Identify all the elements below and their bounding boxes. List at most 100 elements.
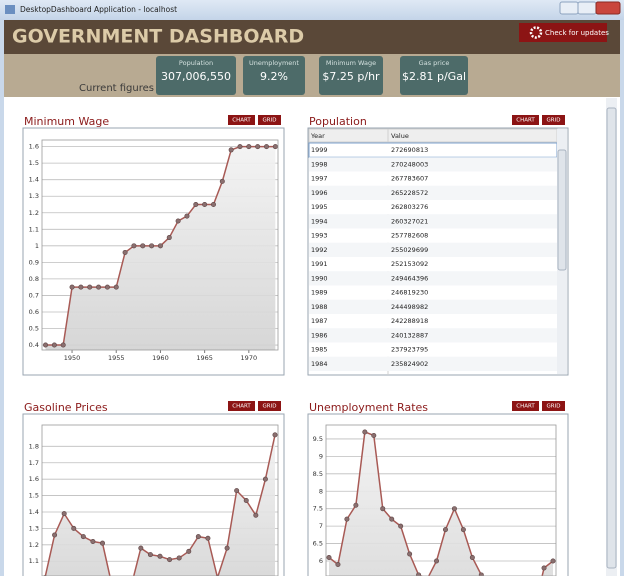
- panel-button[interactable]: [512, 401, 539, 411]
- panel-button-label[interactable]: CHART: [516, 404, 535, 410]
- tile-value: $2.81 p/Gal: [402, 70, 466, 83]
- point: [60, 342, 66, 348]
- panel-button-label[interactable]: GRID: [547, 404, 561, 410]
- panel-button-label[interactable]: CHART: [516, 118, 535, 124]
- y-tick-label: 1.3: [29, 192, 39, 200]
- point: [371, 432, 377, 438]
- panel-button[interactable]: [258, 401, 281, 411]
- table-cell: 260327021: [391, 217, 428, 225]
- point: [131, 243, 137, 249]
- point: [69, 284, 75, 290]
- plot: [326, 429, 556, 576]
- table-row[interactable]: [309, 157, 557, 172]
- y-tick-label: 0.7: [29, 291, 39, 299]
- y-tick-label: 1.8: [29, 442, 39, 450]
- panel-button-label[interactable]: CHART: [232, 404, 251, 410]
- point: [460, 527, 466, 533]
- table-cell: 1993: [311, 232, 328, 240]
- table-row[interactable]: [309, 328, 557, 343]
- point: [237, 144, 243, 150]
- table-row[interactable]: [308, 142, 558, 158]
- point: [78, 284, 84, 290]
- y-tick-label: 1.3: [29, 524, 39, 532]
- minimize-button[interactable]: [559, 1, 579, 15]
- point: [344, 516, 350, 522]
- point: [193, 201, 199, 207]
- panel-button[interactable]: [228, 115, 255, 125]
- y-tick-label: 6.5: [313, 540, 323, 548]
- panel-button[interactable]: [228, 401, 255, 411]
- figure-tile: [319, 56, 383, 95]
- point: [157, 553, 163, 559]
- update-button[interactable]: [519, 23, 607, 42]
- table-row[interactable]: [309, 200, 557, 215]
- table-cell: 1987: [311, 317, 328, 325]
- table-row[interactable]: [309, 214, 557, 229]
- tile-value: 307,006,550: [161, 70, 231, 83]
- y-tick-label: 1.2: [29, 209, 39, 217]
- table-row[interactable]: [309, 342, 557, 357]
- table-row[interactable]: [309, 299, 557, 314]
- point: [219, 178, 225, 184]
- y-tick-label: 6: [319, 557, 323, 565]
- plot-frame: [325, 424, 557, 576]
- panel-button-label[interactable]: GRID: [547, 118, 561, 124]
- point: [262, 476, 268, 482]
- plot: [42, 432, 278, 576]
- table-row[interactable]: [309, 285, 557, 300]
- y-tick-label: 9.5: [313, 435, 323, 443]
- table-cell: 240132887: [391, 331, 428, 339]
- table-scroll-thumb[interactable]: [557, 149, 567, 271]
- table-row[interactable]: [309, 185, 557, 200]
- y-tick-label: 7.5: [313, 505, 323, 513]
- point: [210, 201, 216, 207]
- point: [272, 432, 278, 438]
- table-row[interactable]: [309, 271, 557, 286]
- table-cell: 267783607: [391, 175, 428, 183]
- y-tick-label: 1.5: [29, 492, 39, 500]
- panel-button-label[interactable]: CHART: [232, 118, 251, 124]
- panel-button[interactable]: [542, 115, 565, 125]
- table-cell: 1997: [311, 175, 328, 183]
- panel-button[interactable]: [512, 115, 539, 125]
- app-icon: [5, 5, 15, 14]
- column-header: Year: [310, 132, 325, 140]
- point: [175, 218, 181, 224]
- maximize-button[interactable]: [577, 1, 597, 15]
- figure-tile: [400, 56, 468, 95]
- table-row[interactable]: [309, 356, 557, 371]
- point: [272, 144, 278, 150]
- plot: [42, 144, 278, 350]
- scroll-thumb[interactable]: [606, 107, 617, 569]
- table-row[interactable]: [309, 228, 557, 243]
- panel-button-label[interactable]: GRID: [263, 404, 277, 410]
- dashboard-title: GOVERNMENT DASHBOARD: [12, 26, 304, 48]
- point: [80, 534, 86, 540]
- x-tick-label: 1970: [241, 354, 258, 362]
- table-header: [308, 128, 558, 143]
- point: [61, 511, 67, 517]
- y-tick-label: 9: [319, 452, 323, 460]
- table-cell: 257782608: [391, 232, 428, 240]
- area: [329, 431, 553, 576]
- gear-icon: [529, 26, 543, 39]
- point: [389, 516, 395, 522]
- panel-title: Gasoline Prices: [24, 401, 108, 414]
- point: [96, 284, 102, 290]
- point: [51, 342, 57, 348]
- table-row[interactable]: [309, 171, 557, 186]
- point: [186, 548, 192, 554]
- table-row[interactable]: [309, 314, 557, 329]
- close-button[interactable]: [595, 1, 621, 15]
- panel-button[interactable]: [258, 115, 281, 125]
- window-title: DesktopDashboard Application - localhost: [20, 5, 177, 14]
- table-cell: 1988: [311, 303, 328, 311]
- panel-button-label[interactable]: GRID: [263, 118, 277, 124]
- y-tick-label: 1.4: [29, 176, 39, 184]
- point: [90, 539, 96, 545]
- point: [195, 534, 201, 540]
- table-row[interactable]: [309, 257, 557, 272]
- y-tick-label: 1.1: [29, 557, 39, 565]
- table-row[interactable]: [309, 242, 557, 257]
- panel-button[interactable]: [542, 401, 565, 411]
